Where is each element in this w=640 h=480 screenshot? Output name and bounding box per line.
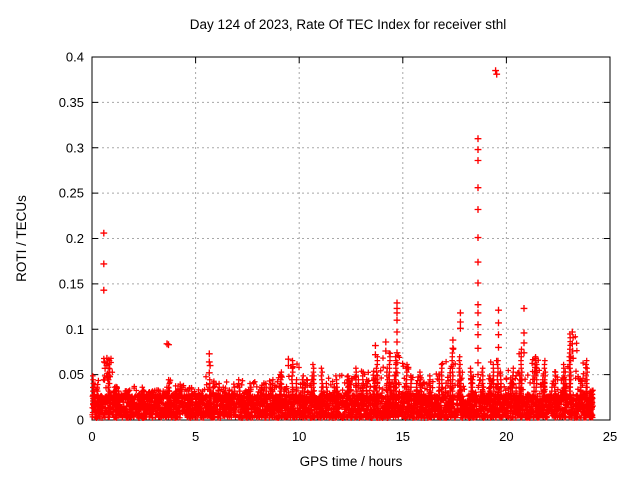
x-tick-label: 0 <box>88 429 95 444</box>
y-tick-label: 0.15 <box>59 276 84 291</box>
y-tick-label: 0.2 <box>66 231 84 246</box>
y-axis-label: ROTI / TECUs <box>14 195 29 282</box>
dense-band-markers <box>89 331 596 421</box>
y-tick-label: 0.3 <box>66 140 84 155</box>
tick-labels: 0 5 10 15 20 25 0 0.05 0.1 0.15 0.2 0.25 0.3 0.35 0.4 <box>59 50 618 445</box>
x-axis-label: GPS time / hours <box>300 454 403 469</box>
scatter-points <box>89 67 596 421</box>
x-tick-label: 15 <box>396 429 410 444</box>
x-tick-label: 5 <box>192 429 199 444</box>
x-tick-label: 20 <box>499 429 513 444</box>
x-tick-label: 10 <box>292 429 306 444</box>
x-tick-label: 25 <box>603 429 617 444</box>
y-tick-label: 0.05 <box>59 367 84 382</box>
y-tick-label: 0.4 <box>66 50 84 65</box>
y-tick-label: 0.25 <box>59 186 84 201</box>
outlier-markers <box>100 67 577 378</box>
chart-title: Day 124 of 2023, Rate Of TEC Index for r… <box>190 17 506 32</box>
gridlines <box>92 57 610 420</box>
y-tick-label: 0 <box>77 413 84 428</box>
y-tick-label: 0.1 <box>66 322 84 337</box>
y-tick-label: 0.35 <box>59 95 84 110</box>
